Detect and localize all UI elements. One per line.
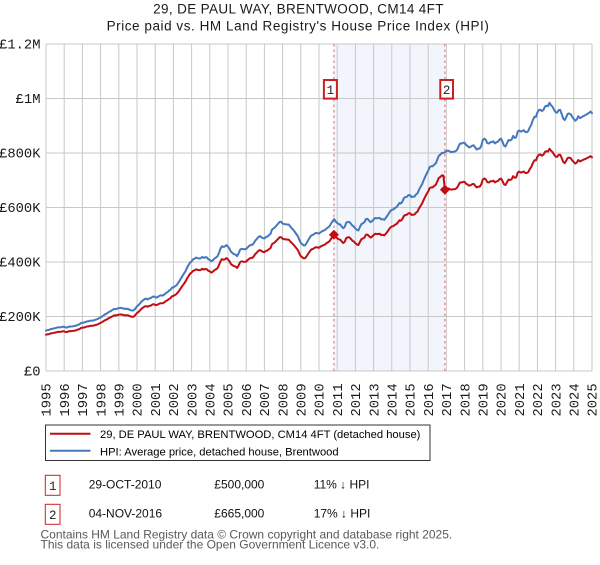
svg-text:£600K: £600K: [0, 202, 41, 217]
svg-text:2: 2: [443, 84, 451, 98]
svg-text:1999: 1999: [114, 383, 129, 416]
svg-text:2013: 2013: [368, 383, 383, 416]
svg-text:2010: 2010: [314, 383, 329, 416]
svg-text:29, DE PAUL WAY, BRENTWOOD, CM: 29, DE PAUL WAY, BRENTWOOD, CM14 4FT (de…: [100, 429, 421, 441]
svg-text:£1M: £1M: [16, 93, 41, 108]
svg-text:£200K: £200K: [0, 311, 41, 326]
svg-text:2003: 2003: [186, 383, 201, 416]
svg-text:1997: 1997: [77, 383, 92, 416]
svg-text:Contains HM Land Registry data: Contains HM Land Registry data © Crown c…: [41, 527, 453, 541]
svg-text:2000: 2000: [132, 383, 147, 416]
svg-text:£0: £0: [24, 366, 41, 381]
svg-text:This data is licensed under th: This data is licensed under the Open Gov…: [41, 538, 380, 552]
svg-text:04-NOV-2016: 04-NOV-2016: [89, 506, 163, 520]
svg-text:£500,000: £500,000: [214, 477, 264, 491]
svg-text:2002: 2002: [168, 383, 183, 416]
svg-text:1: 1: [49, 480, 57, 494]
svg-text:2: 2: [49, 509, 57, 523]
svg-text:2022: 2022: [532, 383, 547, 416]
svg-text:29, DE PAUL WAY, BRENTWOOD, CM: 29, DE PAUL WAY, BRENTWOOD, CM14 4FT: [153, 2, 444, 17]
svg-text:£800K: £800K: [0, 148, 41, 163]
svg-text:Price paid vs. HM Land Registr: Price paid vs. HM Land Registry's House …: [107, 19, 490, 34]
svg-text:2024: 2024: [569, 383, 584, 416]
svg-text:2011: 2011: [332, 383, 347, 416]
svg-text:£1.2M: £1.2M: [0, 39, 41, 54]
svg-text:HPI: Average price, detached h: HPI: Average price, detached house, Bren…: [100, 447, 339, 459]
svg-text:2025: 2025: [587, 383, 600, 416]
svg-text:2016: 2016: [423, 383, 438, 416]
svg-text:17% ↓ HPI: 17% ↓ HPI: [314, 506, 371, 520]
svg-text:2001: 2001: [150, 383, 165, 416]
svg-text:2015: 2015: [405, 383, 420, 416]
svg-text:1998: 1998: [95, 383, 110, 416]
svg-text:2014: 2014: [387, 383, 402, 416]
svg-text:2021: 2021: [514, 383, 529, 416]
svg-text:2020: 2020: [496, 383, 511, 416]
svg-text:2012: 2012: [350, 383, 365, 416]
svg-text:2008: 2008: [277, 383, 292, 416]
svg-text:2004: 2004: [205, 383, 220, 416]
svg-text:2018: 2018: [459, 383, 474, 416]
svg-text:2009: 2009: [296, 383, 311, 416]
svg-text:2019: 2019: [478, 383, 493, 416]
svg-text:2007: 2007: [259, 383, 274, 416]
svg-text:1995: 1995: [41, 383, 56, 416]
svg-text:1: 1: [327, 84, 335, 98]
svg-text:2005: 2005: [223, 383, 238, 416]
svg-text:2017: 2017: [441, 383, 456, 416]
svg-text:1996: 1996: [59, 383, 74, 416]
svg-text:£665,000: £665,000: [214, 506, 264, 520]
svg-text:2023: 2023: [550, 383, 565, 416]
svg-text:29-OCT-2010: 29-OCT-2010: [89, 477, 162, 491]
svg-text:11% ↓ HPI: 11% ↓ HPI: [314, 477, 370, 491]
svg-text:£400K: £400K: [0, 257, 41, 272]
svg-text:2006: 2006: [241, 383, 256, 416]
